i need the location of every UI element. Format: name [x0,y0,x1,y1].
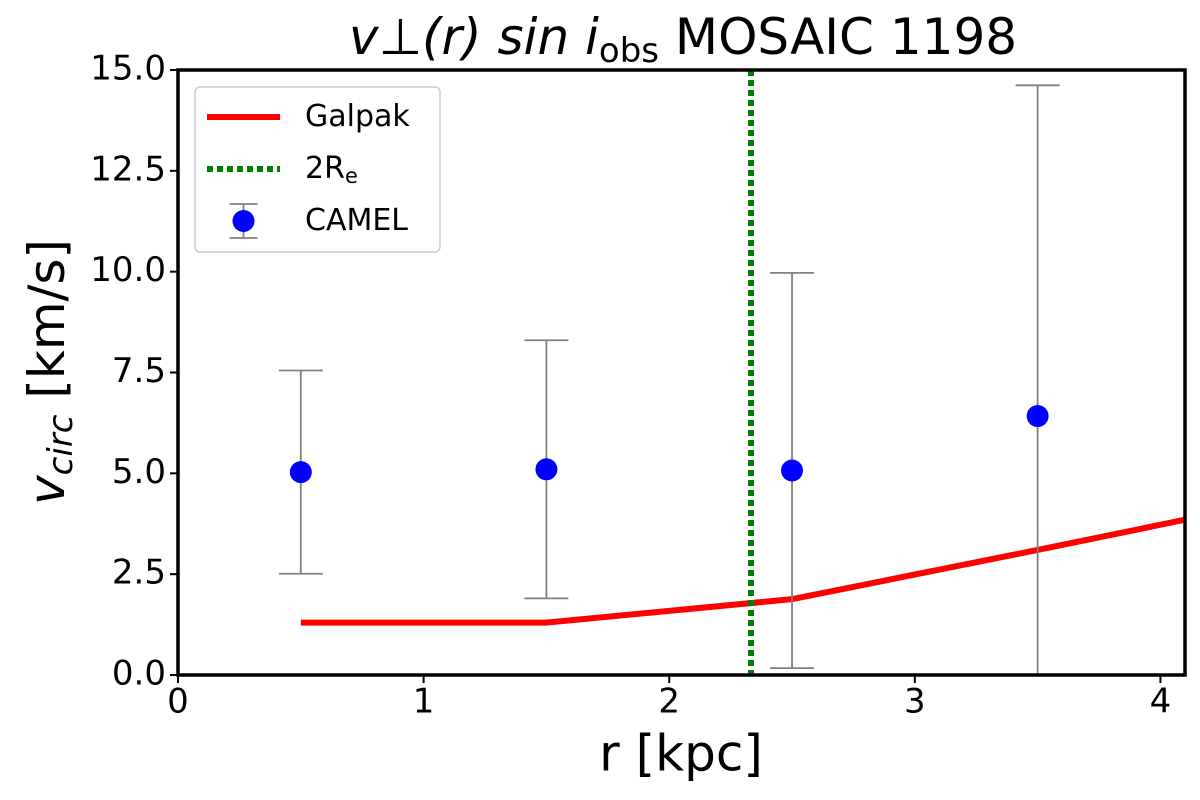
x-tick-label: 2 [658,682,680,722]
y-tick-label: 10.0 [90,250,166,290]
y-tick-label: 12.5 [90,149,166,189]
y-tick-label: 0.0 [112,654,166,694]
legend-label-part: CAMEL [305,203,408,238]
y-tick-label: 7.5 [112,351,166,391]
x-axis-label: r [kpc] [599,725,763,783]
legend-label: Galpak [305,99,410,134]
x-tick-label: 4 [1150,682,1172,722]
title-rest: MOSAIC 1198 [659,8,1017,66]
plot-area [278,70,1185,675]
marker [535,458,558,481]
chart-title: v⊥(r) sin iobs MOSAIC 1198 [349,8,1017,71]
legend-label-part: Galpak [305,99,410,134]
legend-label: CAMEL [305,203,408,238]
ylabel-main: v [18,474,76,505]
legend-label-part: 2R [305,151,345,186]
legend: Galpak 2Re CAMEL [194,86,441,253]
y-tick-label: 5.0 [112,452,166,492]
y-axis-label: vcirc [km/s] [18,239,81,505]
marker [1026,405,1049,428]
marker [289,461,312,484]
title-sub: obs [599,31,659,71]
legend-handle [232,210,255,232]
marker [781,459,804,482]
title-main: v⊥(r) sin i [349,8,599,66]
x-tick-label: 1 [413,682,435,722]
x-tick-label: 3 [904,682,926,722]
legend-label-part: e [345,164,358,188]
y-tick-label: 2.5 [112,553,166,593]
legend-box [194,86,441,253]
y-tick-label: 15.0 [90,49,166,89]
x-tick-label: 0 [167,682,189,722]
ylabel-rest: [km/s] [18,239,76,414]
legend-label: 2Re [305,151,358,189]
ylabel-sub: circ [41,414,81,475]
